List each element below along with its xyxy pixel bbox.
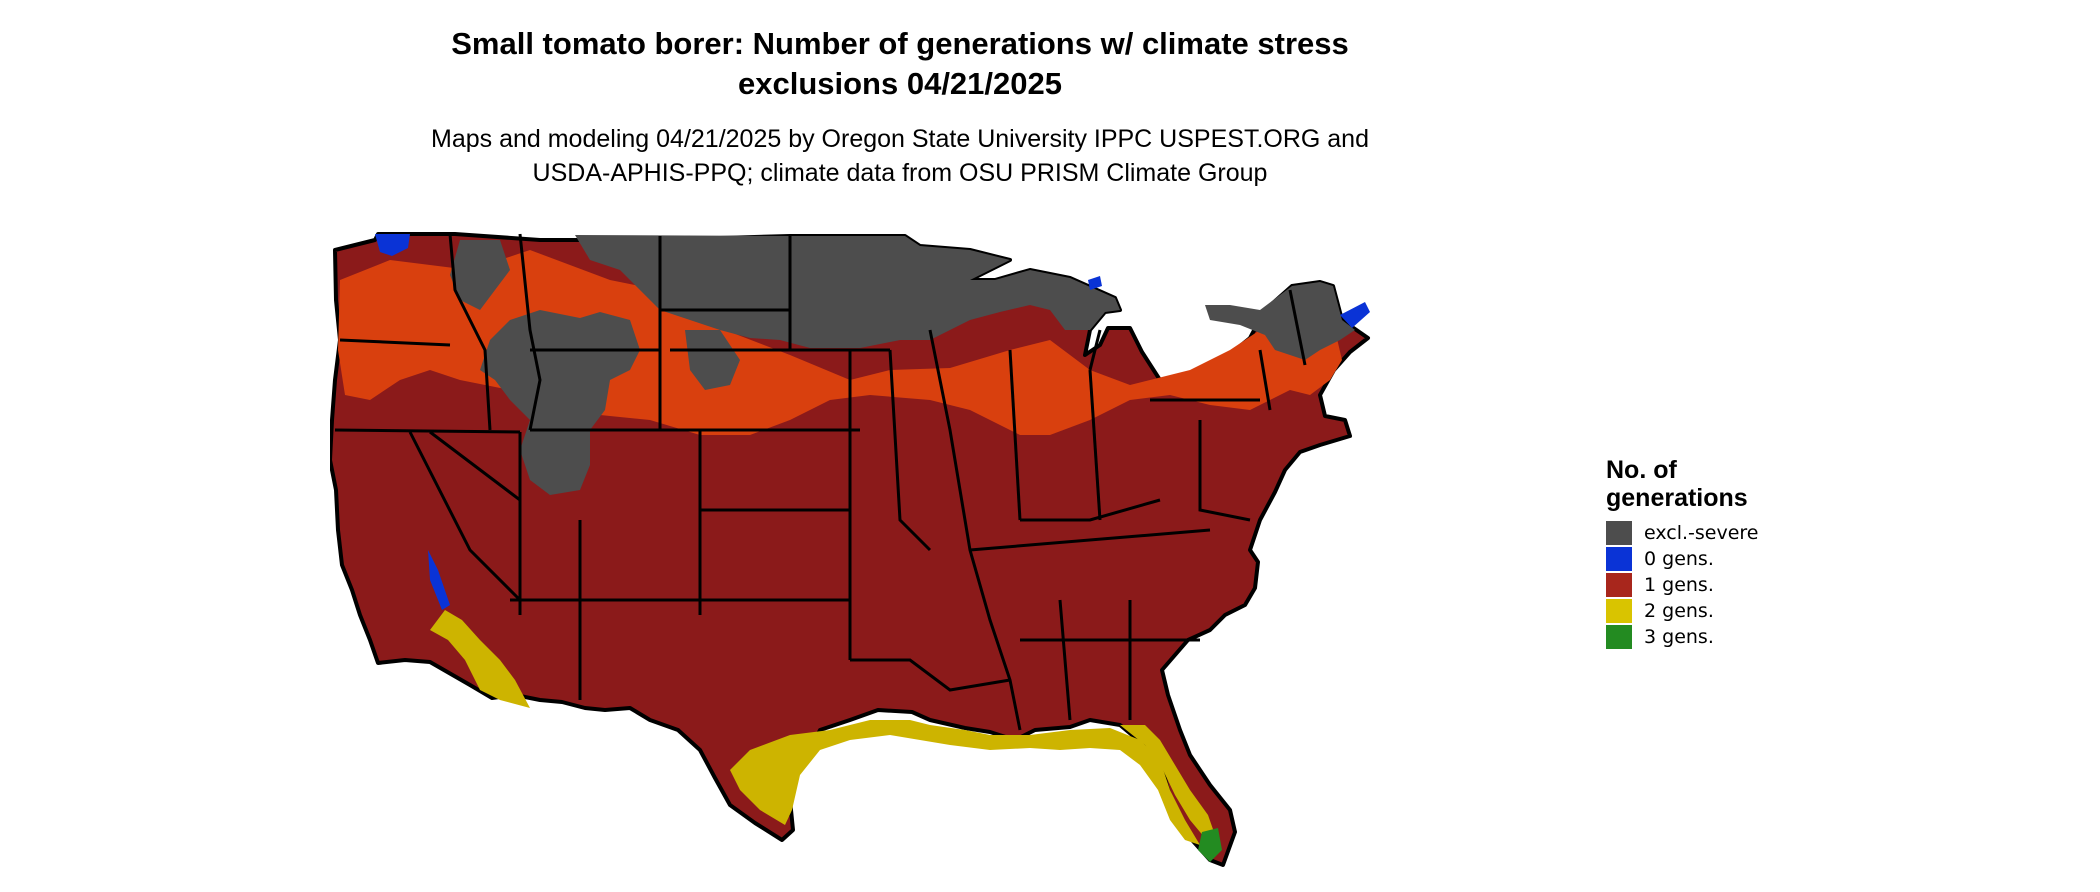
title-line-2: exclusions 04/21/2025 bbox=[737, 66, 1062, 101]
legend-title: No. of generations bbox=[1606, 456, 1806, 512]
map-subtitle: Maps and modeling 04/21/2025 by Oregon S… bbox=[350, 122, 1450, 190]
excluded-great-basin bbox=[685, 330, 740, 390]
excluded-montana bbox=[450, 240, 510, 310]
legend-title-line-1: No. of bbox=[1606, 456, 1677, 484]
excluded-new-england bbox=[1205, 282, 1355, 360]
legend-item-2-gens: 2 gens. bbox=[1606, 598, 1806, 624]
excluded-rockies bbox=[480, 310, 640, 495]
two-gen-desert-southwest bbox=[430, 610, 530, 708]
legend-item-excluded: excl.-severe bbox=[1606, 520, 1806, 546]
legend-label: 0 gens. bbox=[1644, 548, 1714, 570]
legend-title-line-2: generations bbox=[1606, 484, 1748, 512]
legend-label: 1 gens. bbox=[1644, 574, 1714, 596]
legend-swatch-2-gens bbox=[1606, 599, 1632, 623]
zero-gen-cascades bbox=[375, 234, 410, 256]
map-title: Small tomato borer: Number of generation… bbox=[350, 24, 1450, 104]
legend-label: 2 gens. bbox=[1644, 600, 1714, 622]
legend-label: excl.-severe bbox=[1644, 522, 1759, 544]
us-generations-map bbox=[330, 232, 1370, 867]
title-line-1: Small tomato borer: Number of generation… bbox=[451, 26, 1349, 61]
three-gen-south-florida bbox=[1198, 828, 1222, 862]
zero-gen-maine bbox=[1340, 302, 1370, 328]
two-gen-florida bbox=[1120, 725, 1215, 838]
zero-gen-wisconsin-ridge bbox=[1088, 276, 1102, 290]
legend-item-0-gens: 0 gens. bbox=[1606, 546, 1806, 572]
legend-item-1-gens: 1 gens. bbox=[1606, 572, 1806, 598]
legend-swatch-0-gens bbox=[1606, 547, 1632, 571]
legend: No. of generations excl.-severe 0 gens. … bbox=[1606, 456, 1806, 650]
subtitle-line-2: USDA-APHIS-PPQ; climate data from OSU PR… bbox=[532, 159, 1268, 187]
zero-gen-sierra bbox=[428, 550, 450, 610]
subtitle-line-1: Maps and modeling 04/21/2025 by Oregon S… bbox=[431, 125, 1369, 153]
legend-label: 3 gens. bbox=[1644, 626, 1714, 648]
legend-swatch-excluded bbox=[1606, 521, 1632, 545]
legend-swatch-3-gens bbox=[1606, 625, 1632, 649]
excluded-north-plains bbox=[575, 235, 1120, 348]
two-gen-gulf-texas bbox=[730, 720, 1200, 845]
legend-item-3-gens: 3 gens. bbox=[1606, 624, 1806, 650]
legend-swatch-1-gens bbox=[1606, 573, 1632, 597]
state-borders bbox=[334, 233, 1307, 731]
